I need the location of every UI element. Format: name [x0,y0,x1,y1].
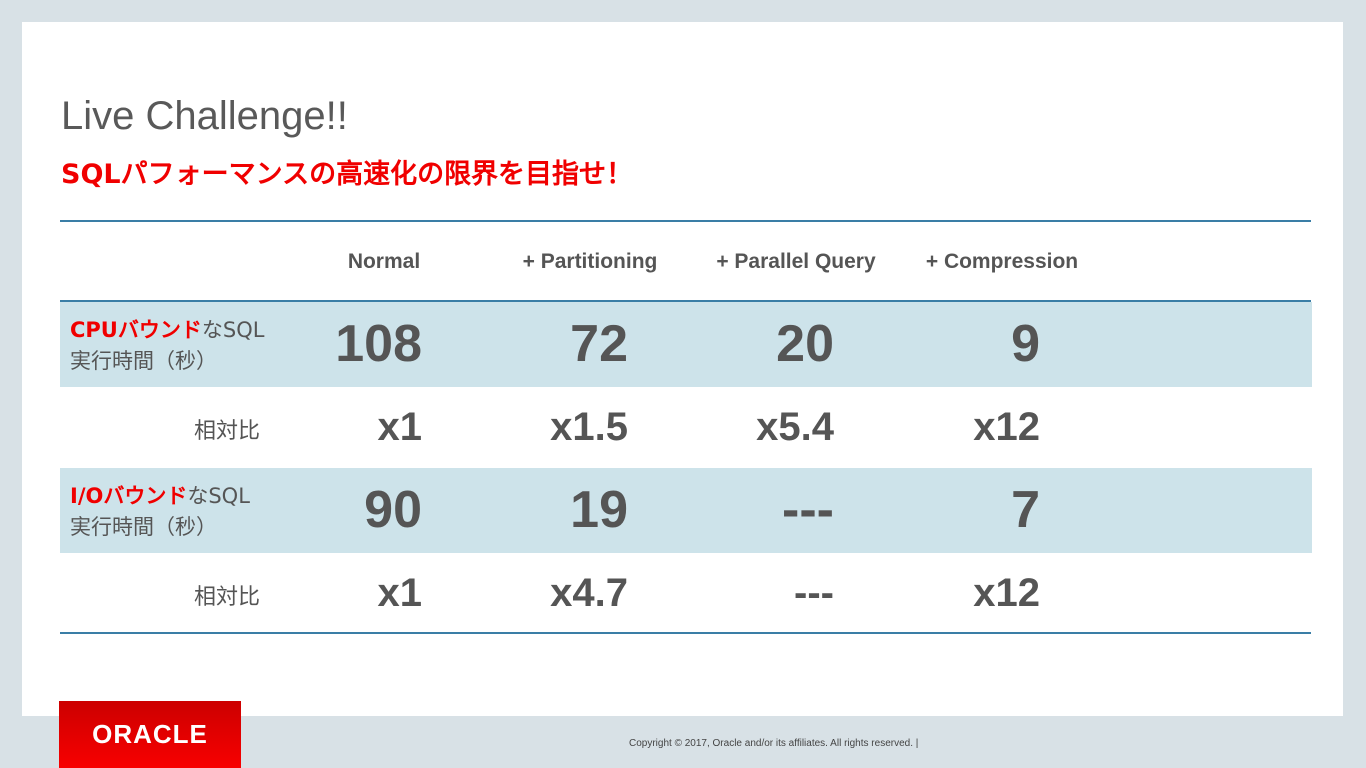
row-label-line2: 実行時間（秒） [70,515,217,539]
header-rule [60,300,1311,302]
ratio-label: 相対比 [194,419,261,444]
ratio-cell: x1.5 [550,405,628,449]
ratio-cell: x12 [973,571,1040,615]
ratio-cell: x12 [973,405,1040,449]
ratio-cell: --- [794,571,834,615]
table-bottom-rule [60,632,1311,634]
value-cell: 108 [335,315,422,373]
table-top-rule [60,220,1311,222]
slide-title: Live Challenge!! [61,94,348,138]
row-label-red: CPUバウンド [70,318,202,342]
value-cell: 7 [1011,481,1040,539]
value-cell: 72 [570,315,628,373]
value-cell: 19 [570,481,628,539]
col-header-compression: + Compression [925,250,1079,273]
row-label-red: I/Oバウンド [70,484,188,508]
value-cell: 90 [364,481,422,539]
col-header-partitioning: + Partitioning [522,250,658,273]
row-label-line2: 実行時間（秒） [70,349,217,373]
ratio-label: 相対比 [194,585,261,610]
row-label-rest: なSQL [187,484,250,508]
col-header-normal: Normal [347,250,421,273]
ratio-cell: x1 [377,571,423,615]
ratio-cell: x5.4 [756,405,834,449]
row-band-cpu [60,302,1312,387]
row-band-io [60,468,1312,553]
ratio-cell: x1 [377,405,423,449]
row-label-rest: なSQL [201,318,265,342]
ratio-cell: x4.7 [550,571,628,615]
oracle-logo: ORACLE [59,701,241,768]
col-header-parallel: + Parallel Query [716,250,876,273]
slide-subtitle: SQLパフォーマンスの高速化の限界を目指せ！ [61,159,634,190]
value-cell: --- [782,481,834,539]
copyright: Copyright © 2017, Oracle and/or its affi… [629,738,919,749]
row-label-cpu: CPUバウンドなSQL 実行時間（秒） [70,315,264,377]
row-label-io: I/OバウンドなSQL 実行時間（秒） [70,481,250,543]
value-cell: 20 [776,315,834,373]
value-cell: 9 [1011,315,1040,373]
